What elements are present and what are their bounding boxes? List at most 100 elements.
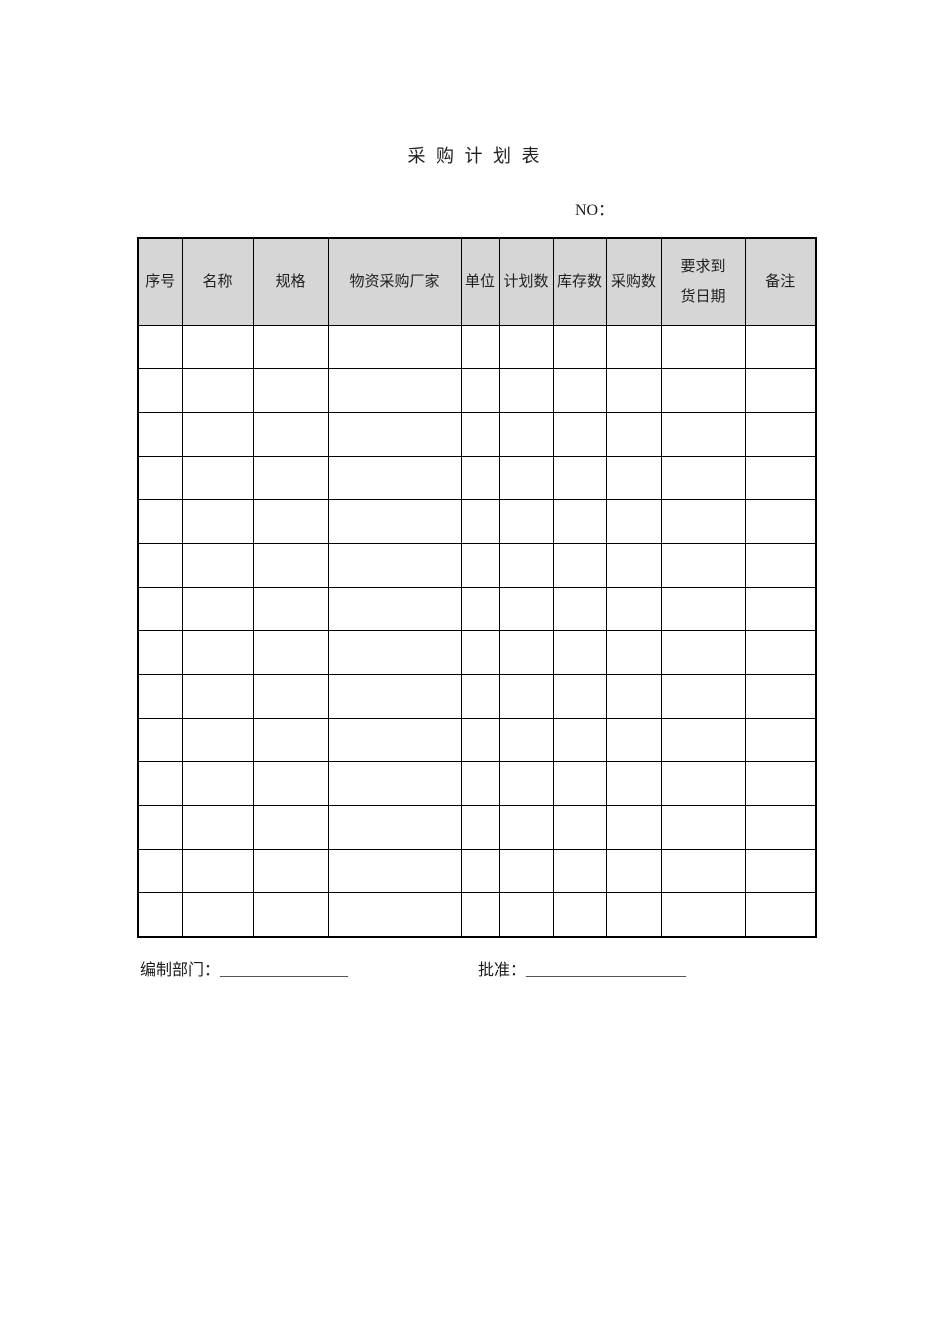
table-cell-unit[interactable] — [460, 761, 500, 807]
table-cell-planned-qty[interactable] — [498, 892, 554, 938]
table-cell-purchase-qty[interactable] — [605, 848, 662, 894]
table-cell-seq[interactable] — [137, 805, 183, 850]
table-cell-remarks[interactable] — [744, 848, 817, 894]
table-cell-stock-qty[interactable] — [552, 630, 607, 675]
table-cell-remarks[interactable] — [744, 630, 817, 675]
table-cell-unit[interactable] — [460, 674, 500, 719]
table-cell-delivery-date[interactable] — [660, 411, 746, 457]
table-cell-unit[interactable] — [460, 805, 500, 850]
table-cell-planned-qty[interactable] — [498, 586, 554, 632]
table-cell-delivery-date[interactable] — [660, 542, 746, 588]
table-cell-stock-qty[interactable] — [552, 717, 607, 763]
table-cell-unit[interactable] — [460, 542, 500, 588]
table-cell-unit[interactable] — [460, 368, 500, 413]
table-cell-stock-qty[interactable] — [552, 805, 607, 850]
table-cell-spec[interactable] — [252, 892, 329, 938]
table-cell-unit[interactable] — [460, 717, 500, 763]
table-cell-name[interactable] — [181, 368, 254, 413]
table-cell-stock-qty[interactable] — [552, 455, 607, 501]
table-cell-seq[interactable] — [137, 499, 183, 544]
table-cell-supplier[interactable] — [327, 324, 462, 370]
table-cell-planned-qty[interactable] — [498, 455, 554, 501]
table-cell-stock-qty[interactable] — [552, 411, 607, 457]
table-cell-spec[interactable] — [252, 848, 329, 894]
table-cell-seq[interactable] — [137, 542, 183, 588]
table-cell-spec[interactable] — [252, 805, 329, 850]
table-cell-purchase-qty[interactable] — [605, 455, 662, 501]
table-cell-seq[interactable] — [137, 892, 183, 938]
table-cell-delivery-date[interactable] — [660, 717, 746, 763]
table-cell-name[interactable] — [181, 805, 254, 850]
table-cell-delivery-date[interactable] — [660, 761, 746, 807]
table-cell-remarks[interactable] — [744, 499, 817, 544]
table-cell-name[interactable] — [181, 586, 254, 632]
table-cell-stock-qty[interactable] — [552, 674, 607, 719]
table-cell-name[interactable] — [181, 411, 254, 457]
table-cell-spec[interactable] — [252, 324, 329, 370]
table-cell-remarks[interactable] — [744, 542, 817, 588]
table-cell-supplier[interactable] — [327, 499, 462, 544]
table-cell-supplier[interactable] — [327, 805, 462, 850]
table-cell-remarks[interactable] — [744, 717, 817, 763]
table-cell-supplier[interactable] — [327, 761, 462, 807]
table-cell-delivery-date[interactable] — [660, 805, 746, 850]
table-cell-name[interactable] — [181, 717, 254, 763]
table-cell-stock-qty[interactable] — [552, 542, 607, 588]
table-cell-spec[interactable] — [252, 761, 329, 807]
table-cell-delivery-date[interactable] — [660, 455, 746, 501]
table-cell-supplier[interactable] — [327, 674, 462, 719]
table-cell-name[interactable] — [181, 761, 254, 807]
table-cell-remarks[interactable] — [744, 761, 817, 807]
table-cell-spec[interactable] — [252, 717, 329, 763]
table-cell-seq[interactable] — [137, 630, 183, 675]
table-cell-supplier[interactable] — [327, 368, 462, 413]
table-cell-supplier[interactable] — [327, 892, 462, 938]
table-cell-purchase-qty[interactable] — [605, 368, 662, 413]
table-cell-purchase-qty[interactable] — [605, 892, 662, 938]
table-cell-stock-qty[interactable] — [552, 848, 607, 894]
table-cell-delivery-date[interactable] — [660, 499, 746, 544]
table-cell-stock-qty[interactable] — [552, 761, 607, 807]
table-cell-unit[interactable] — [460, 630, 500, 675]
table-cell-delivery-date[interactable] — [660, 630, 746, 675]
table-cell-name[interactable] — [181, 674, 254, 719]
table-cell-delivery-date[interactable] — [660, 674, 746, 719]
table-cell-remarks[interactable] — [744, 892, 817, 938]
table-cell-purchase-qty[interactable] — [605, 761, 662, 807]
table-cell-purchase-qty[interactable] — [605, 717, 662, 763]
table-cell-planned-qty[interactable] — [498, 848, 554, 894]
table-cell-remarks[interactable] — [744, 411, 817, 457]
table-cell-spec[interactable] — [252, 674, 329, 719]
table-cell-unit[interactable] — [460, 411, 500, 457]
table-cell-spec[interactable] — [252, 455, 329, 501]
table-cell-seq[interactable] — [137, 455, 183, 501]
table-cell-planned-qty[interactable] — [498, 761, 554, 807]
table-cell-name[interactable] — [181, 892, 254, 938]
approved-by-blank-field[interactable]: ____________________ — [526, 962, 687, 979]
table-cell-purchase-qty[interactable] — [605, 586, 662, 632]
table-cell-purchase-qty[interactable] — [605, 805, 662, 850]
table-cell-spec[interactable] — [252, 542, 329, 588]
table-cell-unit[interactable] — [460, 892, 500, 938]
table-cell-planned-qty[interactable] — [498, 674, 554, 719]
table-cell-stock-qty[interactable] — [552, 324, 607, 370]
prepared-by-blank-field[interactable]: ________________ — [220, 962, 349, 979]
table-cell-remarks[interactable] — [744, 586, 817, 632]
table-cell-spec[interactable] — [252, 411, 329, 457]
table-cell-purchase-qty[interactable] — [605, 630, 662, 675]
table-cell-supplier[interactable] — [327, 717, 462, 763]
table-cell-unit[interactable] — [460, 455, 500, 501]
table-cell-supplier[interactable] — [327, 411, 462, 457]
table-cell-unit[interactable] — [460, 324, 500, 370]
table-cell-unit[interactable] — [460, 499, 500, 544]
table-cell-name[interactable] — [181, 324, 254, 370]
table-cell-purchase-qty[interactable] — [605, 324, 662, 370]
table-cell-unit[interactable] — [460, 848, 500, 894]
table-cell-planned-qty[interactable] — [498, 630, 554, 675]
table-cell-name[interactable] — [181, 542, 254, 588]
table-cell-purchase-qty[interactable] — [605, 411, 662, 457]
table-cell-purchase-qty[interactable] — [605, 542, 662, 588]
table-cell-delivery-date[interactable] — [660, 586, 746, 632]
table-cell-supplier[interactable] — [327, 455, 462, 501]
table-cell-planned-qty[interactable] — [498, 717, 554, 763]
